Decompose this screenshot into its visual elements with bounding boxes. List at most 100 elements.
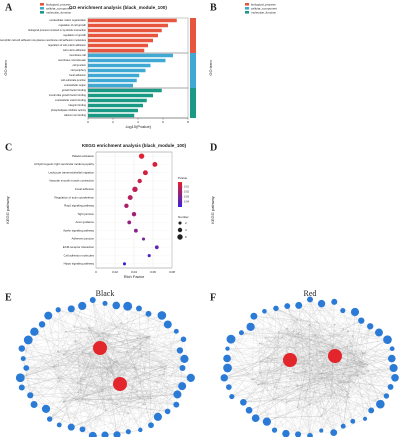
- edge: [332, 339, 388, 374]
- y-tick-label: Regulation of actin cytoskeleton: [55, 195, 95, 199]
- edge: [20, 308, 140, 378]
- edge: [34, 404, 141, 430]
- edge: [82, 361, 118, 430]
- edge: [140, 349, 159, 417]
- edge: [243, 301, 335, 403]
- edge: [140, 339, 184, 384]
- edge: [230, 339, 387, 397]
- edge: [331, 346, 364, 354]
- edge: [82, 351, 157, 383]
- edge: [82, 343, 141, 430]
- edge: [71, 303, 106, 309]
- edge: [82, 399, 93, 436]
- edge: [266, 357, 268, 422]
- edge: [137, 391, 149, 398]
- edge: [362, 326, 371, 367]
- edge: [243, 370, 369, 403]
- edge: [309, 382, 350, 436]
- edge: [101, 339, 183, 369]
- chart-title: GO enrichment analysis (black_module_100…: [69, 5, 167, 10]
- edge: [140, 336, 150, 344]
- edge: [278, 331, 351, 343]
- edge: [342, 310, 396, 378]
- edge: [347, 361, 349, 398]
- edge: [298, 305, 310, 405]
- edge: [108, 358, 185, 400]
- edge: [367, 358, 392, 365]
- edge: [350, 352, 391, 388]
- edge: [101, 361, 115, 392]
- edge: [308, 367, 394, 405]
- edge: [23, 336, 149, 359]
- edge: [82, 305, 94, 346]
- edge: [286, 328, 344, 427]
- edge: [290, 362, 369, 371]
- node: [346, 390, 348, 393]
- edge: [82, 345, 94, 353]
- edge: [227, 346, 332, 349]
- edge: [102, 333, 116, 380]
- edge: [347, 361, 363, 367]
- node: [138, 427, 143, 433]
- edge: [48, 315, 141, 350]
- node: [74, 340, 76, 342]
- edge: [275, 308, 283, 338]
- edge: [309, 303, 322, 436]
- edge: [65, 322, 122, 332]
- edge: [321, 303, 391, 387]
- edge: [58, 378, 78, 383]
- edge: [349, 382, 391, 388]
- y-tick-label: Leukocyte transendothelial migration: [48, 170, 94, 174]
- bar: [88, 38, 153, 43]
- edge: [128, 367, 135, 432]
- edge: [249, 367, 394, 411]
- edge: [73, 352, 115, 380]
- node: [139, 348, 141, 351]
- node: [148, 422, 154, 429]
- edge: [340, 348, 393, 383]
- edge: [114, 346, 135, 380]
- edge: [257, 361, 340, 385]
- edge: [260, 324, 310, 362]
- edge: [343, 358, 392, 427]
- edge: [264, 311, 311, 436]
- node: [334, 392, 336, 394]
- hub-node: [93, 341, 107, 355]
- edge: [297, 339, 388, 435]
- node: [78, 301, 87, 311]
- node: [364, 363, 367, 365]
- edge: [140, 336, 150, 399]
- edge: [322, 361, 340, 379]
- y-tick-label: Rap1 signaling pathway: [64, 204, 94, 208]
- edge: [20, 377, 93, 436]
- edge: [340, 320, 362, 383]
- edge: [275, 308, 392, 359]
- edge: [127, 306, 150, 337]
- edge: [21, 368, 94, 388]
- edge: [297, 354, 310, 408]
- dot: [124, 203, 129, 209]
- edge: [28, 326, 75, 341]
- edge: [224, 358, 392, 378]
- edge: [297, 366, 313, 435]
- bar: [88, 78, 137, 83]
- edge: [275, 308, 362, 321]
- edge: [34, 331, 94, 369]
- node: [62, 353, 65, 356]
- edge: [290, 362, 311, 436]
- edge: [226, 358, 267, 422]
- edge: [26, 367, 35, 405]
- network: F Red: [210, 289, 399, 437]
- edge: [75, 341, 80, 367]
- edge: [266, 331, 280, 422]
- edge: [82, 308, 140, 430]
- edge: [63, 399, 83, 402]
- edge: [259, 328, 288, 374]
- edge: [227, 358, 294, 373]
- edge: [257, 361, 348, 385]
- edge: [319, 351, 365, 375]
- edge: [365, 348, 393, 364]
- edge: [148, 336, 184, 340]
- edge: [77, 361, 118, 383]
- edge: [23, 358, 118, 435]
